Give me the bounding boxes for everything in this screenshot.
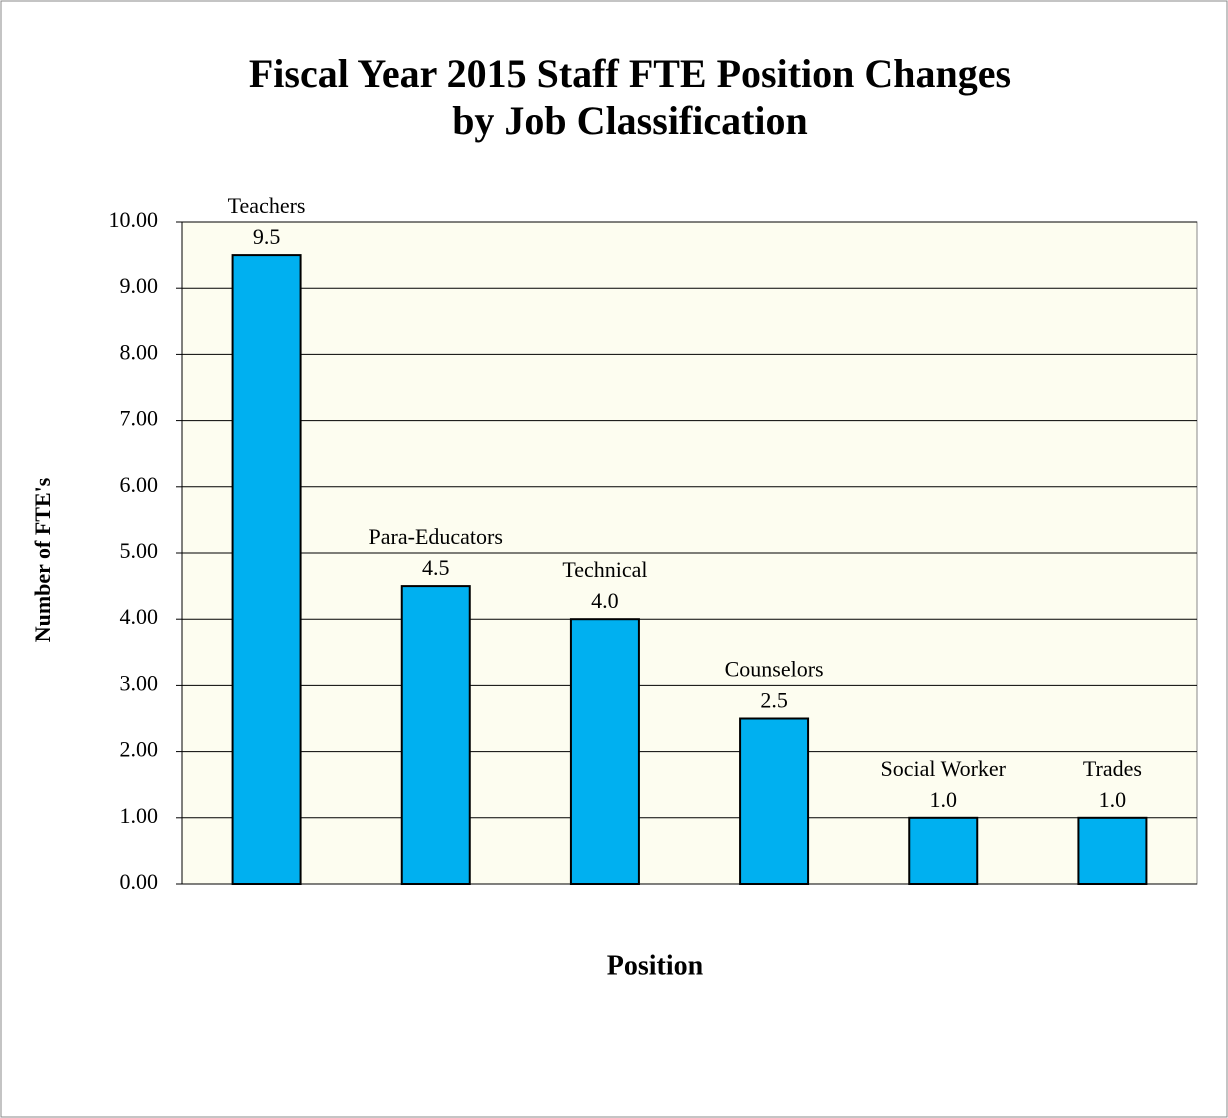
bar xyxy=(1077,816,1148,885)
chart-title: by Job Classification xyxy=(452,98,808,143)
y-tick-label: 2.00 xyxy=(120,737,159,762)
data-label: 4.5 xyxy=(422,555,450,580)
data-label: 2.5 xyxy=(760,688,788,713)
y-tick-label: 7.00 xyxy=(120,406,159,431)
y-tick-label: 6.00 xyxy=(120,472,159,497)
y-axis-title: Number of FTE's xyxy=(30,477,55,642)
chart-title: Fiscal Year 2015 Staff FTE Position Chan… xyxy=(249,51,1011,96)
data-label: 1.0 xyxy=(930,787,958,812)
category-label: Social Worker xyxy=(880,756,1006,781)
y-tick-label: 9.00 xyxy=(120,273,159,298)
y-tick-label: 8.00 xyxy=(120,339,159,364)
category-label: Technical xyxy=(562,557,647,582)
y-tick-label: 0.00 xyxy=(120,869,159,894)
bar xyxy=(908,816,979,885)
category-label: Teachers xyxy=(228,193,306,218)
x-axis-title: Position xyxy=(607,950,704,981)
y-tick-label: 1.00 xyxy=(120,803,159,828)
y-tick-label: 10.00 xyxy=(109,207,159,232)
y-tick-label: 4.00 xyxy=(120,604,159,629)
bar xyxy=(231,254,302,886)
category-label: Para-Educators xyxy=(369,524,503,549)
y-tick-label: 5.00 xyxy=(120,538,159,563)
bar xyxy=(569,618,640,885)
data-label: 1.0 xyxy=(1099,787,1127,812)
y-tick-label: 3.00 xyxy=(120,670,159,695)
bar xyxy=(400,585,471,885)
category-label: Counselors xyxy=(725,657,824,682)
bar xyxy=(739,717,810,885)
data-label: 9.5 xyxy=(253,224,281,249)
data-label: 4.0 xyxy=(591,588,619,613)
category-label: Trades xyxy=(1083,756,1142,781)
